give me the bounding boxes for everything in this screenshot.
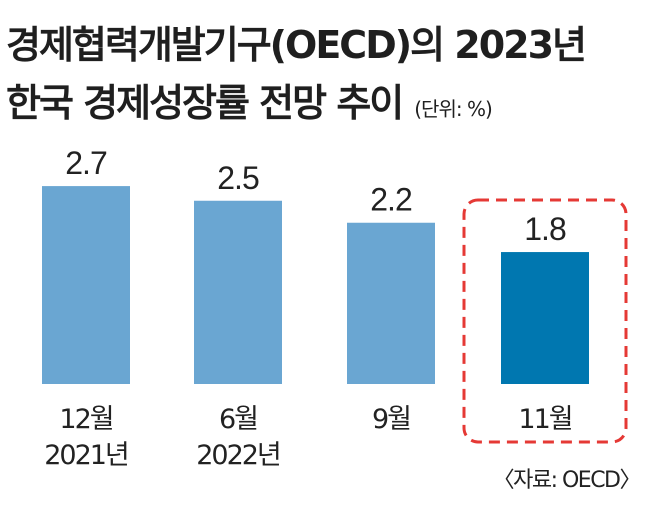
value-label: 2.5 — [217, 160, 259, 196]
category-label: 12월 — [59, 404, 112, 435]
chart-title-line-1: 경제협력개발기구(OECD)의 2023년 — [6, 23, 587, 67]
unit-note: (단위: %) — [414, 97, 493, 121]
category-label: 2021년 — [44, 440, 128, 471]
bar — [42, 186, 130, 384]
category-label: 9월 — [372, 404, 410, 435]
value-label: 2.7 — [65, 145, 107, 181]
bar — [347, 222, 435, 384]
category-label: 2022년 — [196, 440, 280, 471]
category-label: 6월 — [219, 404, 257, 435]
value-label: 1.8 — [524, 211, 566, 247]
value-label: 2.2 — [370, 182, 412, 218]
bar — [194, 200, 282, 384]
highlight-box — [462, 198, 628, 444]
bar — [501, 252, 589, 384]
chart-title-text: 한국 경제성장률 전망 추이 — [6, 81, 404, 125]
category-label: 11월 — [518, 404, 571, 435]
chart-title-line-2: 한국 경제성장률 전망 추이 (단위: %) — [6, 81, 493, 125]
source-note: 〈자료: OECD〉 — [492, 468, 642, 493]
